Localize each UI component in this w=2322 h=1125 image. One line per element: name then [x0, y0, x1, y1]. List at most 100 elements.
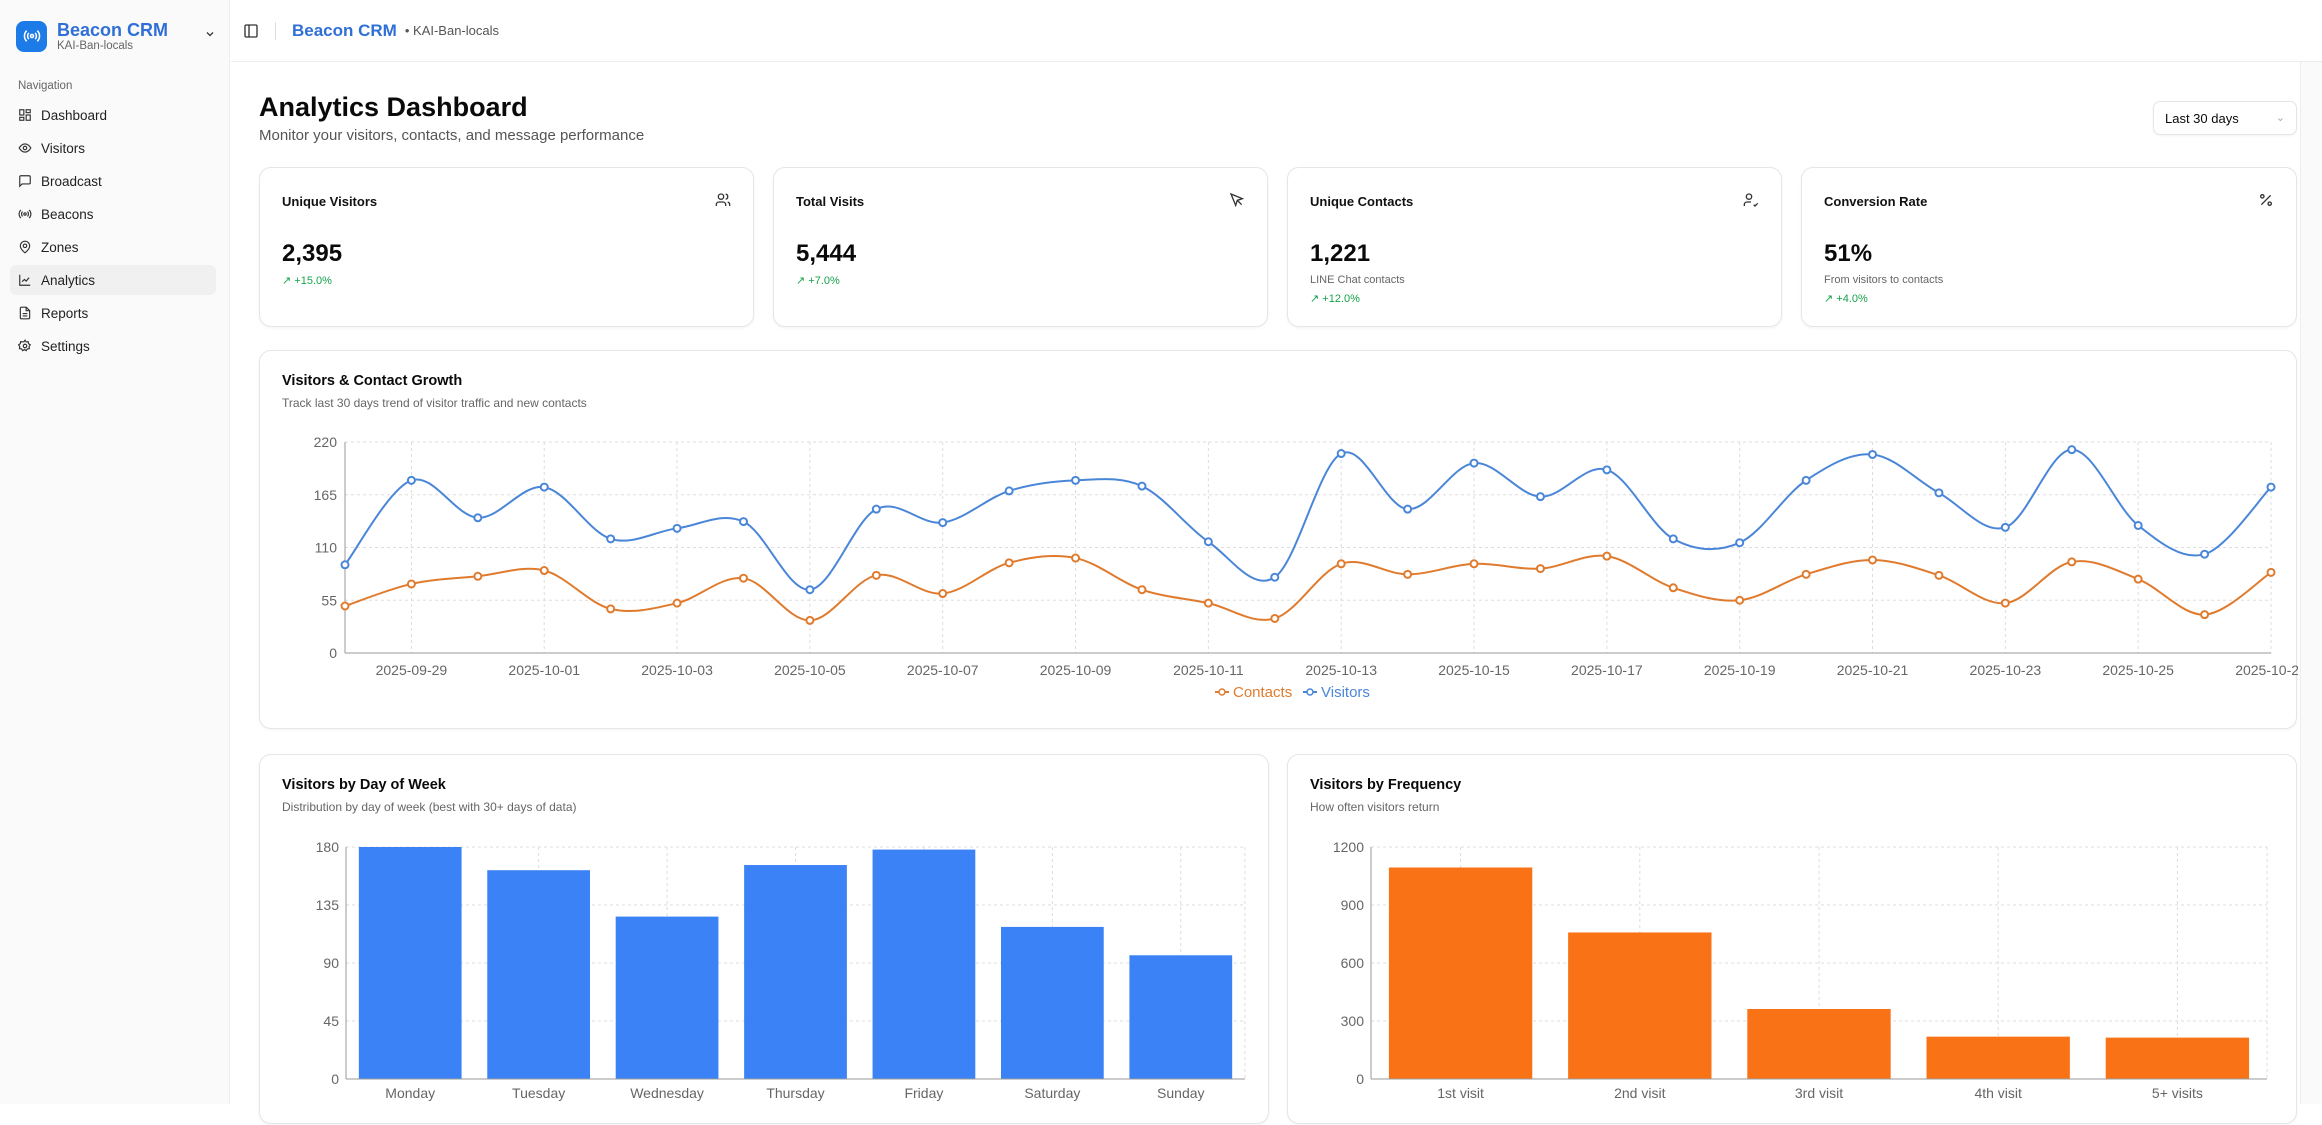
sidebar-item-reports[interactable]: Reports — [10, 298, 216, 328]
sidebar-item-label: Analytics — [41, 272, 96, 288]
chart-subtitle: How often visitors return — [1310, 800, 1440, 814]
x-tick-label: 2025-10-05 — [774, 662, 846, 678]
data-point-contacts — [672, 598, 682, 608]
y-tick-label: 900 — [1341, 897, 1365, 913]
bar-thursday — [744, 865, 847, 1079]
legend-label: Contacts — [1233, 684, 1292, 701]
data-point-contacts — [1137, 585, 1147, 595]
legend-label: Visitors — [1321, 684, 1370, 701]
chevron-down-icon[interactable] — [204, 28, 216, 40]
data-point-visitors — [938, 518, 948, 528]
data-point-visitors — [1535, 492, 1545, 502]
sidebar-item-analytics[interactable]: Analytics — [10, 265, 216, 295]
sidebar-item-label: Broadcast — [41, 173, 102, 189]
data-point-visitors — [1801, 475, 1811, 485]
breadcrumb: • KAI-Ban-locals — [404, 23, 500, 38]
stat-card-unique-contacts: Unique Contacts 1,221 LINE Chat contacts… — [1287, 167, 1782, 327]
data-point-visitors — [672, 523, 682, 533]
chart-subtitle: Track last 30 days trend of visitor traf… — [282, 396, 587, 410]
data-point-visitors — [406, 475, 416, 485]
sidebar-item-zones[interactable]: Zones — [10, 232, 216, 262]
stat-card-unique-visitors: Unique Visitors 2,395 ↗ +15.0% — [259, 167, 754, 327]
beacon-logo-icon — [16, 20, 47, 52]
x-tick-label: Wednesday — [630, 1085, 704, 1101]
eye-icon — [18, 143, 32, 153]
sidebar-item-label: Zones — [41, 239, 79, 255]
divider — [275, 21, 276, 40]
x-tick-label: 2025-10-25 — [2102, 662, 2174, 678]
x-tick-label: 2025-10-19 — [1704, 662, 1776, 678]
data-point-visitors — [340, 560, 350, 570]
data-point-visitors — [2000, 522, 2010, 532]
sidebar-item-visitors[interactable]: Visitors — [10, 133, 216, 163]
chart-title: Visitors by Day of Week — [282, 777, 446, 793]
line-chart: 0 55 110 165 220 2025-09-29 2025-10-01 2025-10-… — [314, 434, 2298, 701]
data-point-contacts — [1535, 564, 1545, 574]
page-title: Analytics Dashboard — [259, 92, 528, 122]
series-line-visitors — [344, 448, 2272, 591]
stat-title: Conversion Rate — [1824, 194, 1928, 209]
data-point-contacts — [1801, 569, 1811, 579]
sidebar-toggle-icon[interactable] — [243, 23, 259, 39]
x-tick-label: 2025-09-29 — [376, 662, 448, 678]
x-tick-label: 5+ visits — [2152, 1085, 2203, 1101]
data-point-contacts — [738, 573, 748, 583]
x-tick-label: 2025-10-03 — [641, 662, 713, 678]
chart-title: Visitors by Frequency — [1310, 777, 1462, 793]
page-scrollbar[interactable] — [2300, 62, 2322, 1104]
workspace-name: KAI-Ban-locals — [57, 40, 134, 52]
x-tick-label: 2025-10-07 — [907, 662, 979, 678]
x-tick-label: 2025-10-11 — [1173, 662, 1244, 678]
nav-section-label: Navigation — [18, 80, 73, 92]
data-point-contacts — [2000, 598, 2010, 608]
bar-tuesday — [487, 870, 591, 1079]
header-title[interactable]: Beacon CRM — [292, 20, 397, 40]
sidebar-item-dashboard[interactable]: Dashboard — [10, 100, 216, 130]
stat-title: Unique Contacts — [1310, 194, 1414, 209]
x-tick-label: Tuesday — [512, 1085, 565, 1101]
stat-value: 5,444 — [796, 240, 857, 267]
sidebar-item-label: Beacons — [41, 206, 94, 222]
page-subtitle: Monitor your visitors, contacts, and mes… — [259, 127, 645, 144]
data-point-visitors — [1403, 504, 1413, 514]
data-point-visitors — [738, 517, 748, 527]
data-point-contacts — [2067, 557, 2077, 567]
stat-change: ↗ +12.0% — [1310, 293, 1360, 305]
y-tick-label: 220 — [314, 434, 338, 450]
stat-change: ↗ +4.0% — [1824, 293, 1868, 305]
data-point-visitors — [1668, 534, 1678, 544]
sidebar-item-broadcast[interactable]: Broadcast — [10, 166, 216, 196]
x-tick-label: 2025-10-13 — [1305, 662, 1377, 678]
stat-change-value: +4.0% — [1836, 293, 1868, 305]
bar-saturday — [1000, 926, 1104, 1079]
data-point-visitors — [1868, 449, 1878, 459]
data-point-contacts — [871, 570, 881, 580]
data-point-contacts — [539, 566, 549, 576]
x-tick-label: 2025-10-23 — [1970, 662, 2042, 678]
data-point-visitors — [1934, 488, 1944, 498]
x-tick-label: Friday — [904, 1085, 943, 1101]
data-point-contacts — [1203, 598, 1213, 608]
bar-friday — [872, 849, 976, 1079]
chart-line-icon — [19, 274, 31, 286]
workspace-switcher[interactable]: Beacon CRM KAI-Ban-locals — [16, 20, 216, 52]
y-tick-label: 600 — [1341, 955, 1365, 971]
y-tick-label: 90 — [323, 955, 339, 971]
series-line-contacts — [344, 554, 2272, 622]
stat-description: LINE Chat contacts — [1310, 274, 1405, 286]
grid-icon — [19, 109, 31, 121]
data-point-visitors — [1071, 475, 1081, 485]
data-point-visitors — [1602, 465, 1612, 475]
sidebar-item-settings[interactable]: Settings — [10, 331, 216, 361]
date-range-select[interactable]: Last 30 days ⌄ — [2153, 101, 2297, 135]
data-point-contacts — [1735, 595, 1745, 605]
stat-change-value: +12.0% — [1322, 293, 1360, 305]
chart-subtitle: Distribution by day of week (best with 3… — [282, 800, 577, 814]
data-point-contacts — [2266, 567, 2276, 577]
data-point-visitors — [1203, 537, 1213, 547]
sidebar-item-beacons[interactable]: Beacons — [10, 199, 216, 229]
data-point-visitors — [1336, 449, 1346, 459]
x-tick-label: 2025-10-15 — [1438, 662, 1510, 678]
data-point-visitors — [1004, 486, 1014, 496]
cursor-icon — [1229, 192, 1245, 208]
